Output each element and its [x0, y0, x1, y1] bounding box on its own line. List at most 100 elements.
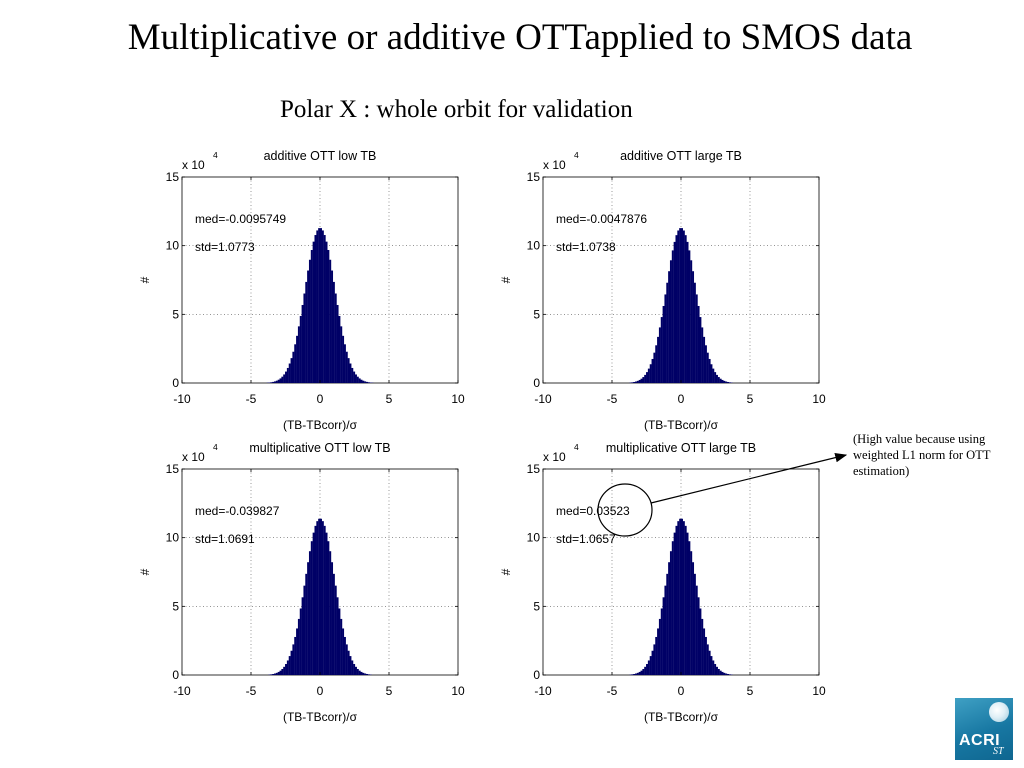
histogram-bar — [362, 380, 365, 383]
axis-exponent-power: 4 — [213, 442, 218, 452]
histogram-bar — [349, 363, 352, 383]
histogram-bar — [646, 664, 649, 675]
histogram-bar — [727, 382, 729, 383]
histogram-bar — [728, 382, 731, 383]
histogram-bar — [307, 562, 310, 675]
x-tick-label: 5 — [386, 684, 393, 698]
x-tick-label: -10 — [534, 684, 552, 698]
histogram-bar — [640, 670, 643, 675]
histogram-bar — [671, 250, 674, 383]
histogram-bar — [636, 672, 639, 675]
x-tick-label: -5 — [607, 684, 618, 698]
y-axis-label: # — [138, 568, 152, 575]
histogram-bar — [633, 382, 636, 383]
histogram-bar — [721, 671, 724, 675]
y-tick-label: 0 — [533, 668, 540, 682]
x-tick-label: -5 — [607, 392, 618, 406]
histogram-bar — [684, 525, 687, 675]
x-tick-label: -10 — [534, 392, 552, 406]
histogram-bar — [640, 378, 643, 383]
histogram-bar — [318, 228, 321, 383]
histogram-bar — [715, 374, 718, 383]
slide-subtitle: Polar X : whole orbit for validation — [280, 96, 633, 123]
histogram-bar — [345, 644, 348, 675]
histogram-bar — [296, 335, 299, 383]
histogram-bar — [345, 351, 348, 383]
histogram-bar — [649, 656, 652, 675]
histogram-bar — [343, 344, 346, 383]
histogram-bar — [356, 376, 359, 383]
histogram-bar — [642, 669, 645, 675]
histogram-bar — [706, 644, 709, 675]
histogram-bar — [633, 673, 636, 675]
histogram-bar — [668, 562, 671, 675]
y-axis-label: # — [499, 568, 513, 575]
histogram-bar — [340, 326, 343, 383]
histogram-bar — [308, 551, 311, 675]
histogram-bar — [646, 372, 649, 383]
histogram-bar — [332, 281, 335, 383]
histogram-bar — [366, 673, 368, 675]
histogram-bar — [717, 377, 720, 383]
histogram-bar — [708, 650, 711, 675]
histogram-bar — [364, 381, 367, 383]
histogram-bar — [681, 228, 683, 383]
histogram-bar — [334, 585, 337, 675]
histogram-bar — [658, 327, 661, 383]
histogram-bar — [693, 573, 696, 675]
histogram-bar — [272, 381, 275, 383]
histogram-bar — [353, 371, 356, 383]
histogram-bar — [701, 327, 704, 383]
histogram-bar — [297, 326, 300, 383]
histogram-bar — [286, 660, 289, 675]
histogram-bar — [327, 541, 330, 675]
x-tick-label: 10 — [812, 392, 826, 406]
histogram-bar — [334, 293, 337, 383]
x-tick-label: -10 — [173, 392, 191, 406]
histogram-bar — [285, 664, 288, 675]
histogram-bar — [664, 585, 667, 675]
histogram-bar — [275, 380, 278, 383]
histogram-bar — [321, 230, 324, 383]
histogram-bar — [679, 518, 682, 675]
histogram-bar — [723, 672, 726, 675]
x-tick-label: 10 — [451, 392, 465, 406]
histogram-bar — [316, 521, 319, 675]
annotation-med: med=-0.039827 — [195, 504, 280, 518]
chart-title: additive OTT low TB — [264, 149, 377, 163]
histogram-bar — [703, 336, 706, 383]
histogram-bar — [347, 358, 350, 383]
histogram-bar — [719, 378, 722, 383]
histogram-bar — [673, 532, 676, 675]
histogram-bar — [349, 656, 352, 675]
histogram-bar — [686, 241, 689, 383]
histogram-bar — [666, 282, 669, 383]
chart-title: multiplicative OTT large TB — [606, 441, 756, 455]
histogram-bar — [690, 551, 693, 675]
histogram-bar — [660, 608, 663, 675]
histogram-bar — [690, 260, 693, 383]
axis-exponent-power: 4 — [574, 150, 579, 160]
histogram-bar — [340, 618, 343, 675]
histogram-bar — [668, 271, 671, 383]
histogram-bar — [725, 381, 728, 383]
x-tick-label: 10 — [451, 684, 465, 698]
y-tick-label: 0 — [172, 668, 179, 682]
histogram-bar — [331, 270, 334, 383]
acri-st-logo: ACRI ST — [955, 698, 1013, 760]
histogram-bar — [290, 650, 293, 675]
histogram-bar — [655, 636, 658, 675]
histogram-bar — [292, 351, 295, 383]
histogram-bar — [704, 345, 707, 383]
histogram-bar — [692, 271, 695, 383]
histogram-bar — [657, 628, 660, 675]
histogram-bar — [301, 597, 304, 675]
x-tick-label: 10 — [812, 684, 826, 698]
histogram-bar — [662, 305, 665, 383]
annotation-std: std=1.0738 — [556, 240, 616, 254]
x-tick-label: -5 — [246, 684, 257, 698]
histogram-bar — [299, 316, 302, 383]
y-tick-label: 15 — [166, 462, 180, 476]
histogram-bar — [669, 260, 672, 383]
histogram-bar — [279, 378, 282, 383]
